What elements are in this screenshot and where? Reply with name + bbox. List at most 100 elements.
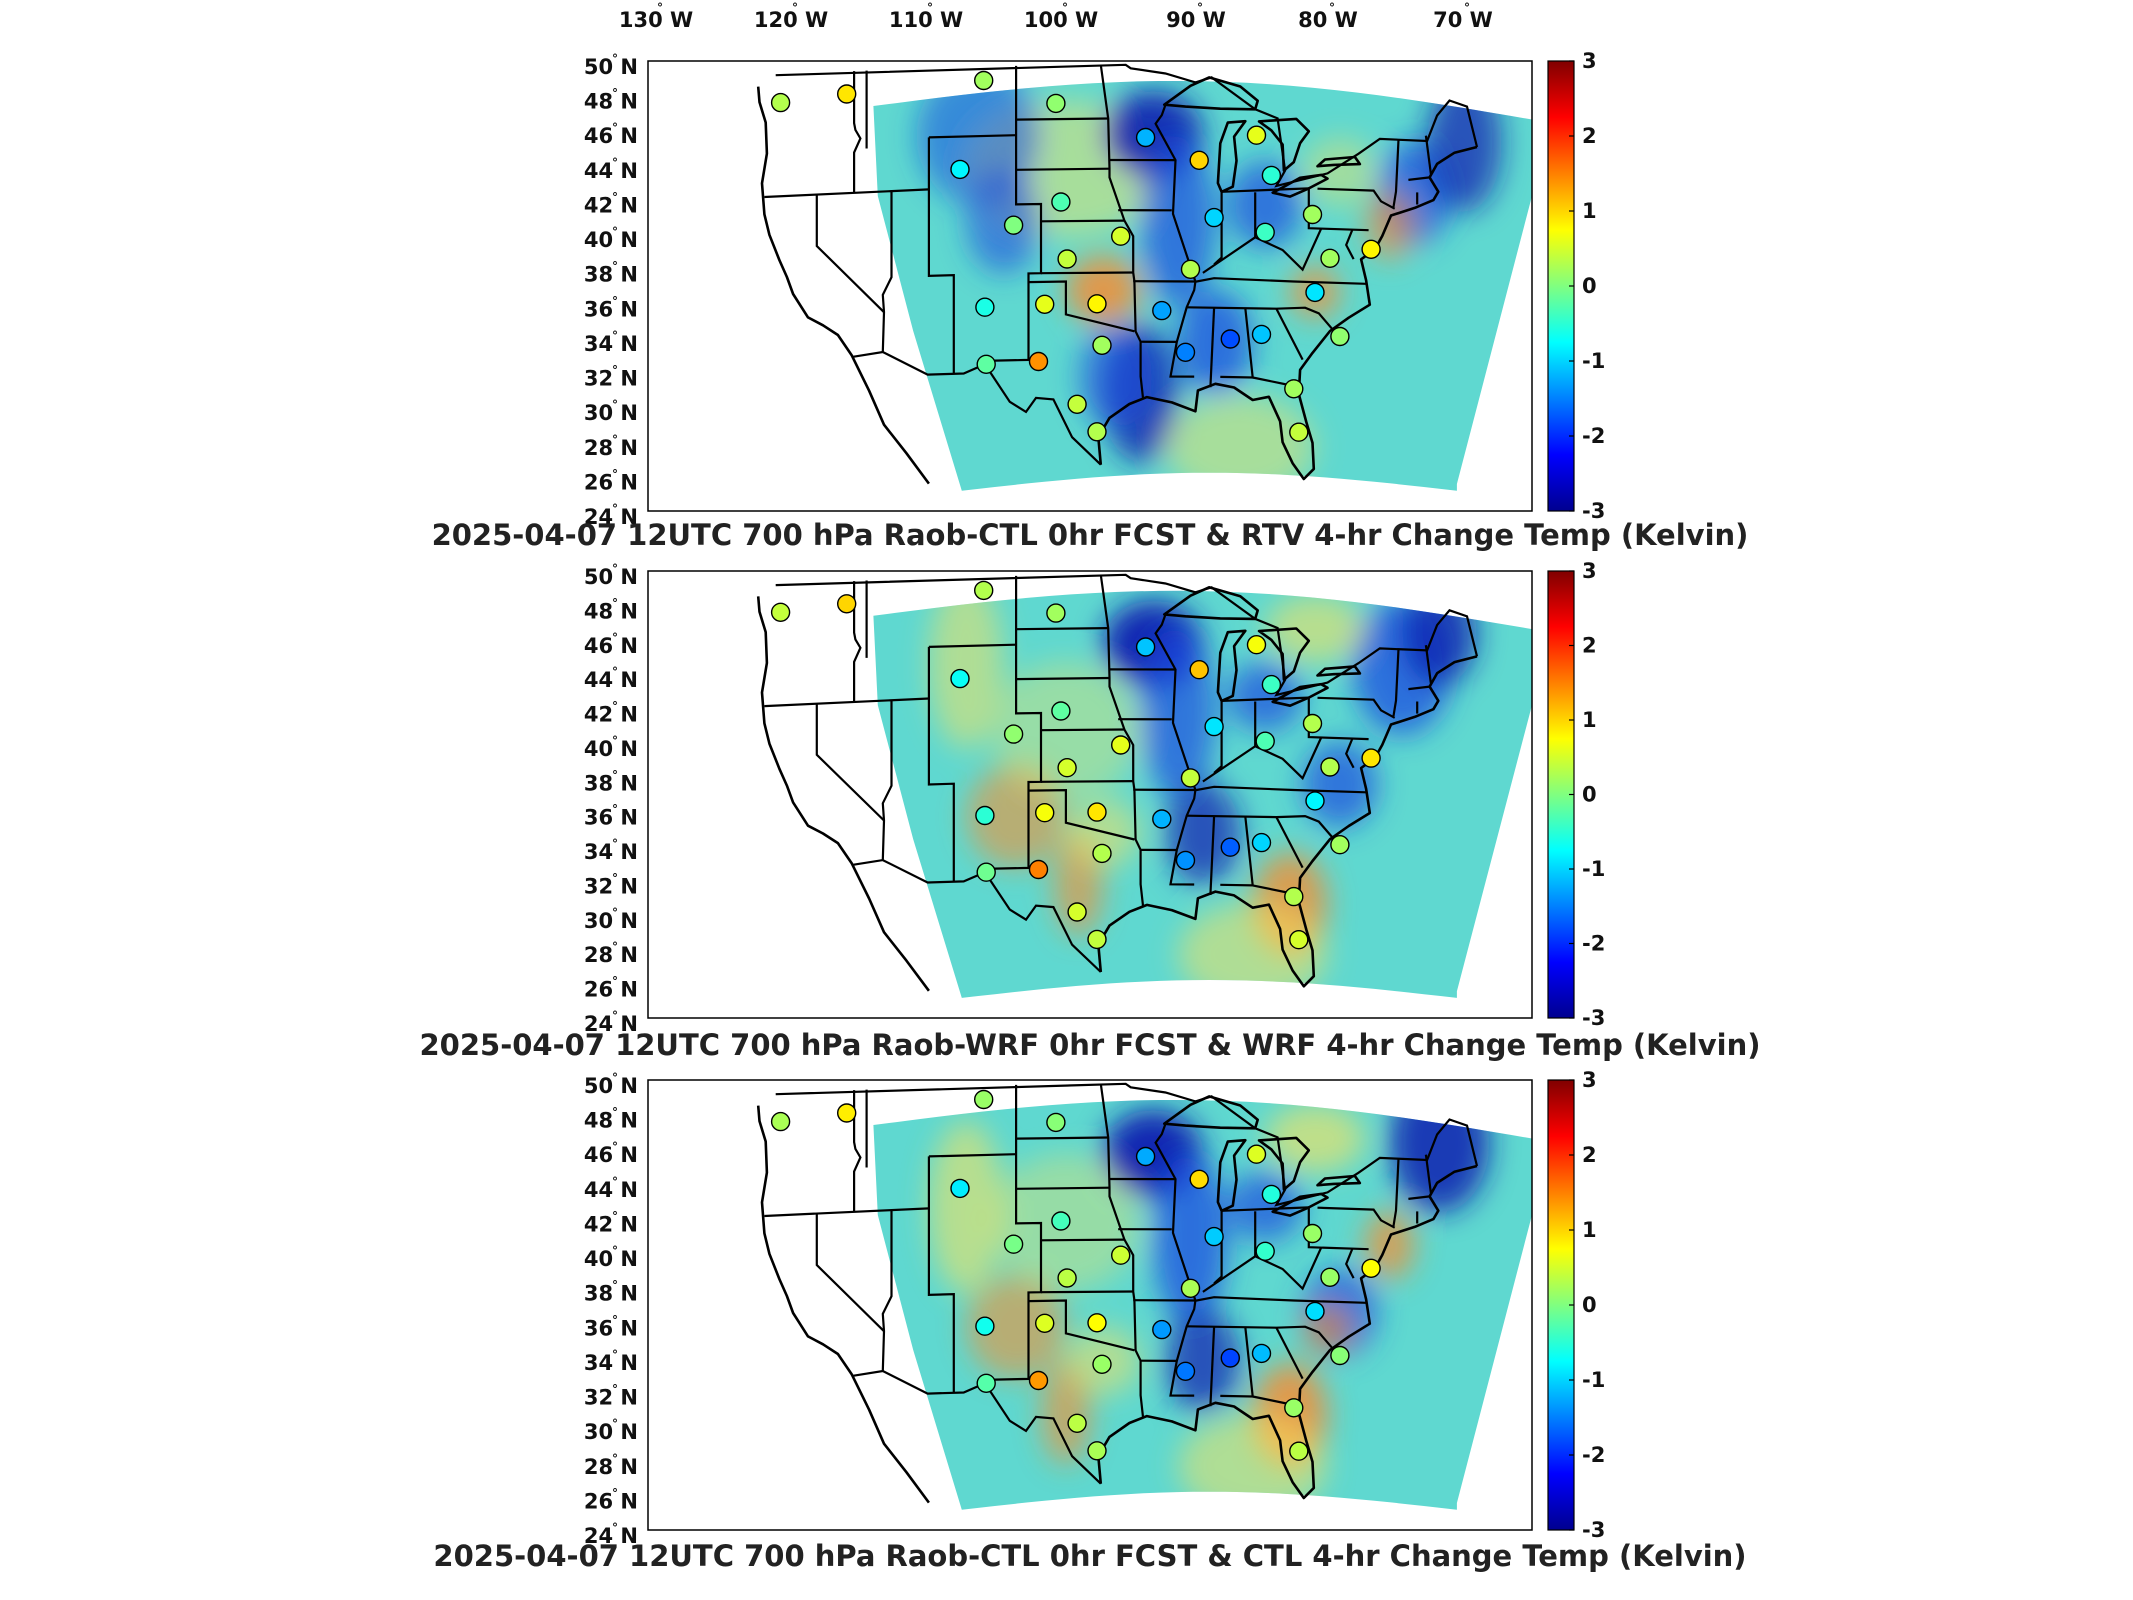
state-boundary <box>983 575 1043 870</box>
state-boundary <box>1028 1299 1135 1352</box>
lat-label-28: 28 N <box>584 1455 638 1479</box>
great-lake <box>1216 119 1247 194</box>
colorbar-tick-label: 0 <box>1582 274 1597 298</box>
station-marker <box>1261 674 1282 695</box>
station-marker <box>1255 731 1275 751</box>
station-marker <box>1251 324 1272 345</box>
state-boundary <box>881 699 893 861</box>
lat-label-28: 28 N <box>584 943 638 967</box>
station-marker <box>1087 929 1107 950</box>
lat-label-38: 38 N <box>584 1282 638 1306</box>
map-frame <box>647 1079 1533 1531</box>
lat-degree-28: ° <box>612 940 618 954</box>
state-boundary <box>1408 176 1430 181</box>
state-boundary <box>1099 1083 1145 1419</box>
state-boundary <box>1221 187 1309 193</box>
colorbar-tick-label: -2 <box>1582 424 1605 448</box>
lon-degree-110: ° <box>927 1 933 15</box>
lat-degree-28: ° <box>612 1452 618 1466</box>
panel-title: 2025-04-07 12UTC 700 hPa Raob-CTL 0hr FC… <box>433 1539 1746 1573</box>
state-boundary <box>1202 737 1323 783</box>
station-marker <box>1087 802 1107 822</box>
lat-label-26: 26 N <box>584 1489 638 1513</box>
lat-degree-36: ° <box>612 294 618 308</box>
state-boundary <box>1133 1296 1367 1304</box>
lat-label-30: 30 N <box>584 1420 638 1444</box>
field-anomaly <box>928 1120 1004 1294</box>
raob-stations <box>770 70 1381 442</box>
station-marker <box>1204 716 1224 737</box>
state-boundary <box>1307 697 1369 741</box>
station-marker <box>1330 326 1350 347</box>
colorbar-tick-label: 1 <box>1582 1218 1597 1242</box>
lat-degree-32: ° <box>612 872 618 886</box>
lat-degree-26: ° <box>612 1486 618 1500</box>
station-marker <box>1152 1319 1172 1340</box>
state-boundary <box>1016 117 1109 121</box>
state-boundary <box>928 134 1017 139</box>
state-boundary <box>1040 728 1125 732</box>
state-boundary <box>927 646 955 882</box>
field-anomaly <box>1041 1361 1091 1465</box>
station-marker <box>1175 1361 1196 1382</box>
state-boundary <box>1317 696 1396 719</box>
lat-label-46: 46 N <box>584 1143 638 1167</box>
lat-label-24: 24 N <box>584 1012 638 1036</box>
state-boundary <box>1186 1325 1334 1350</box>
lon-degree-100: ° <box>1062 1 1068 15</box>
great-lake <box>1216 1138 1247 1213</box>
lat-label-36: 36 N <box>584 297 638 321</box>
station-marker <box>1220 837 1241 857</box>
lat-degree-50: ° <box>612 562 618 576</box>
colorbar-tick-label: -2 <box>1582 1443 1605 1467</box>
state-boundary <box>1040 271 1134 275</box>
state-boundary <box>1424 135 1432 175</box>
station-marker <box>1087 1313 1107 1333</box>
state-boundary <box>853 581 862 702</box>
state-boundary <box>927 137 955 374</box>
lat-label-32: 32 N <box>584 367 638 391</box>
colorbar-tick-label: 3 <box>1582 1068 1597 1092</box>
great-lake <box>1163 1095 1259 1130</box>
colorbar: 3 2 1 0 -1 -2 -3 <box>1547 49 1605 523</box>
lat-label-42: 42 N <box>584 1213 638 1237</box>
lon-degree-70: ° <box>1464 1 1470 15</box>
lon-degree-90: ° <box>1197 1 1203 15</box>
state-boundary <box>1275 816 1304 869</box>
station-marker <box>1289 422 1309 442</box>
station-marker <box>1028 1370 1049 1391</box>
lat-label-30: 30 N <box>584 909 638 933</box>
lat-degree-32: ° <box>612 364 618 378</box>
lat-label-38: 38 N <box>584 263 638 287</box>
temperature-field <box>873 81 1532 491</box>
lat-label-24: 24 N <box>584 1524 638 1548</box>
station-marker <box>1189 150 1209 171</box>
station-marker <box>1302 713 1323 734</box>
state-boundary <box>881 190 893 353</box>
canada-border <box>775 63 1479 188</box>
station-marker <box>950 159 970 180</box>
lat-label-42: 42 N <box>584 703 638 727</box>
station-marker <box>974 580 994 601</box>
state-boundary <box>1408 1195 1430 1200</box>
colorbar-tick-label: -3 <box>1582 1518 1605 1542</box>
state-boundary <box>1317 187 1396 210</box>
lat-label-50: 50 N <box>584 565 638 589</box>
colorbar-tick-label: -1 <box>1582 349 1605 373</box>
station-marker <box>1284 379 1304 399</box>
station-marker <box>1204 1226 1224 1247</box>
lat-label-50: 50 N <box>584 55 638 79</box>
station-marker <box>1067 1413 1087 1434</box>
state-boundary <box>1307 188 1369 232</box>
station-marker <box>1251 832 1272 853</box>
state-boundary <box>983 1084 1043 1381</box>
lat-label-34: 34 N <box>584 1351 638 1375</box>
station-marker <box>1003 1234 1024 1254</box>
great-lake <box>1316 155 1362 168</box>
colorbar-tick-label: 1 <box>1582 199 1597 223</box>
field-anomaly <box>928 590 1004 749</box>
lat-degree-34: ° <box>612 1348 618 1362</box>
station-marker <box>1034 1313 1055 1334</box>
lat-label-26: 26 N <box>584 978 638 1002</box>
station-marker <box>770 602 791 622</box>
